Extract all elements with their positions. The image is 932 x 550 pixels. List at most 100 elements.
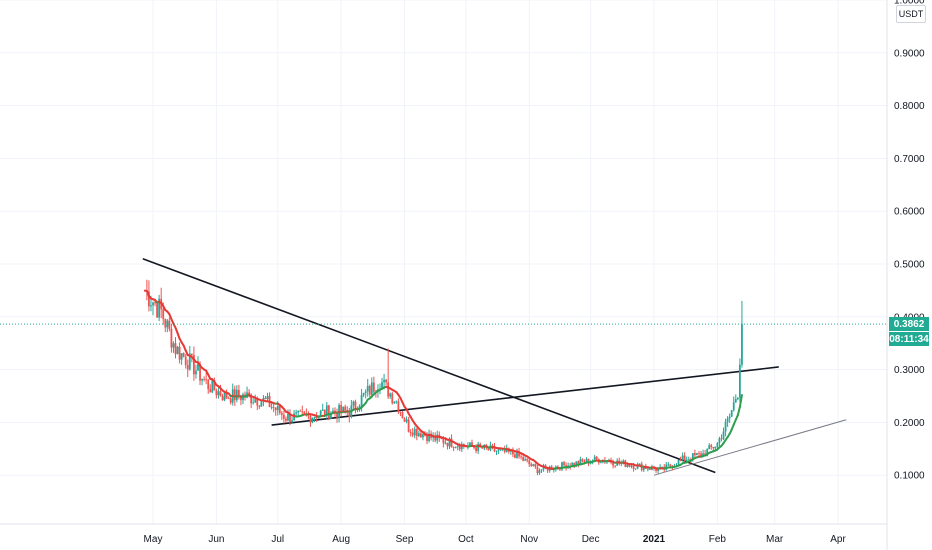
candle-body <box>397 401 400 413</box>
candle-body <box>469 442 471 446</box>
candle-body <box>252 402 255 404</box>
y-tick-label: 0.9000 <box>894 48 925 59</box>
trendline-1[interactable] <box>142 257 716 474</box>
candle-body <box>606 461 608 463</box>
candle-body <box>264 397 267 400</box>
candle-body <box>330 413 332 419</box>
candle-body <box>407 419 410 433</box>
candle-body <box>266 396 269 400</box>
candle-body <box>477 443 480 452</box>
candle-body <box>460 443 463 450</box>
candle-body <box>706 449 709 456</box>
candle-body <box>166 320 169 328</box>
trendline-3[interactable] <box>653 419 847 476</box>
candle-body <box>614 465 617 467</box>
x-tick-label: Feb <box>709 534 727 545</box>
candle-body <box>233 389 236 401</box>
candle-body <box>237 389 240 397</box>
candle-body <box>215 390 218 396</box>
candle-body <box>260 401 263 407</box>
candle-body <box>154 302 156 304</box>
x-tick-label: Aug <box>332 534 350 545</box>
candle-body <box>391 393 394 404</box>
candle-body <box>544 465 547 468</box>
candle-body <box>522 457 525 461</box>
candle-body <box>227 398 230 400</box>
x-tick-label: Mar <box>766 534 784 545</box>
candle-body <box>156 303 158 318</box>
y-axis[interactable]: 0.10000.20000.30000.40000.50000.60000.70… <box>894 0 925 482</box>
candle-body <box>649 468 651 470</box>
candle-body <box>207 379 210 390</box>
candle-countdown: 08:11:34 <box>889 332 929 347</box>
candle-body <box>223 391 226 401</box>
candle-body <box>372 382 375 392</box>
candle-body <box>730 410 733 417</box>
candle-body <box>632 465 635 469</box>
candle-body <box>419 433 422 438</box>
candle-body <box>696 453 698 456</box>
candle-body <box>285 418 287 421</box>
candle-body <box>411 432 414 436</box>
candle-body <box>315 416 318 419</box>
candle-body <box>184 356 187 365</box>
candle-body <box>348 412 351 418</box>
candle-body <box>201 378 203 381</box>
x-tick-label: 2021 <box>643 534 666 545</box>
candle-body <box>512 450 514 455</box>
candle-body <box>540 469 543 471</box>
candle-body <box>505 448 508 452</box>
candle-body <box>536 466 539 474</box>
candle-body <box>362 392 365 396</box>
candle-body <box>176 346 179 355</box>
candle-body <box>399 412 402 413</box>
candle-body <box>256 399 259 406</box>
currency-unit-label[interactable]: USDT <box>896 5 926 23</box>
candle-body <box>180 353 183 360</box>
candle-body <box>188 353 191 370</box>
candle-body <box>741 324 743 365</box>
candle-body <box>530 464 533 467</box>
candle-body <box>493 446 496 452</box>
candle-body <box>168 320 171 329</box>
candle-body <box>405 419 408 422</box>
x-tick-label: Apr <box>830 534 846 545</box>
candle-body <box>677 459 680 466</box>
candle-body <box>219 391 222 397</box>
candle-body <box>599 462 602 464</box>
candle-body <box>368 386 371 395</box>
candle-body <box>681 455 684 460</box>
candle-body <box>287 413 289 421</box>
candle-body <box>471 442 473 447</box>
candle-body <box>687 459 690 461</box>
candle-body <box>726 418 729 422</box>
candle-body <box>150 305 152 307</box>
candle-body <box>452 447 455 449</box>
candle-body <box>360 395 363 406</box>
y-tick-label: 0.1000 <box>894 471 925 482</box>
candle-body <box>728 416 731 419</box>
candle-body <box>381 382 383 389</box>
x-axis[interactable]: May Jun Jul Aug Sep Oct Nov Dec 2021 Feb Mar Apr <box>144 534 847 545</box>
candle-body <box>344 406 347 411</box>
candle-body <box>738 364 741 398</box>
candle-body <box>734 399 737 403</box>
candle-body <box>528 460 531 465</box>
candle-body <box>724 421 727 432</box>
candle-body <box>340 405 343 413</box>
trendline-2[interactable] <box>271 366 779 426</box>
candle-body <box>417 433 420 437</box>
trendlines[interactable] <box>142 257 847 476</box>
candle-body <box>577 461 580 465</box>
x-tick-label: May <box>144 534 163 545</box>
candle-body <box>585 458 588 463</box>
y-tick-label: 0.3000 <box>894 365 925 376</box>
candle-body <box>514 454 516 458</box>
candle-body <box>571 462 574 467</box>
candle-body <box>579 459 582 465</box>
candle-body <box>364 391 367 393</box>
candle-body <box>458 446 461 450</box>
y-tick-label: 0.8000 <box>894 101 925 112</box>
candle-body <box>278 406 281 414</box>
